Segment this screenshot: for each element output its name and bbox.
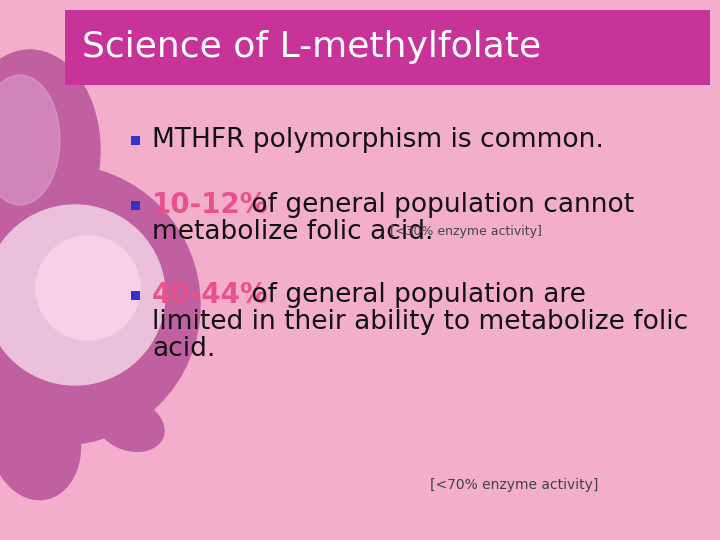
Text: of general population cannot: of general population cannot — [243, 192, 634, 218]
Ellipse shape — [0, 75, 60, 205]
Text: 40-44%: 40-44% — [152, 281, 269, 309]
Text: MTHFR polymorphism is common.: MTHFR polymorphism is common. — [152, 127, 604, 153]
Text: limited in their ability to metabolize folic: limited in their ability to metabolize f… — [152, 309, 688, 335]
Circle shape — [36, 236, 140, 340]
Text: metabolize folic acid.: metabolize folic acid. — [152, 219, 433, 245]
FancyBboxPatch shape — [130, 200, 140, 210]
Ellipse shape — [96, 399, 164, 451]
FancyBboxPatch shape — [130, 136, 140, 145]
Ellipse shape — [0, 380, 81, 500]
Circle shape — [0, 205, 165, 385]
Text: [<30% enzyme activity]: [<30% enzyme activity] — [390, 226, 542, 239]
Text: Science of L-methylfolate: Science of L-methylfolate — [82, 30, 541, 64]
Text: of general population are: of general population are — [243, 282, 586, 308]
FancyBboxPatch shape — [130, 291, 140, 300]
Text: [<70% enzyme activity]: [<70% enzyme activity] — [430, 478, 598, 492]
Ellipse shape — [0, 50, 100, 250]
Circle shape — [0, 165, 200, 445]
FancyBboxPatch shape — [65, 10, 710, 85]
Text: 10-12%: 10-12% — [152, 191, 269, 219]
Text: acid.: acid. — [152, 336, 215, 362]
